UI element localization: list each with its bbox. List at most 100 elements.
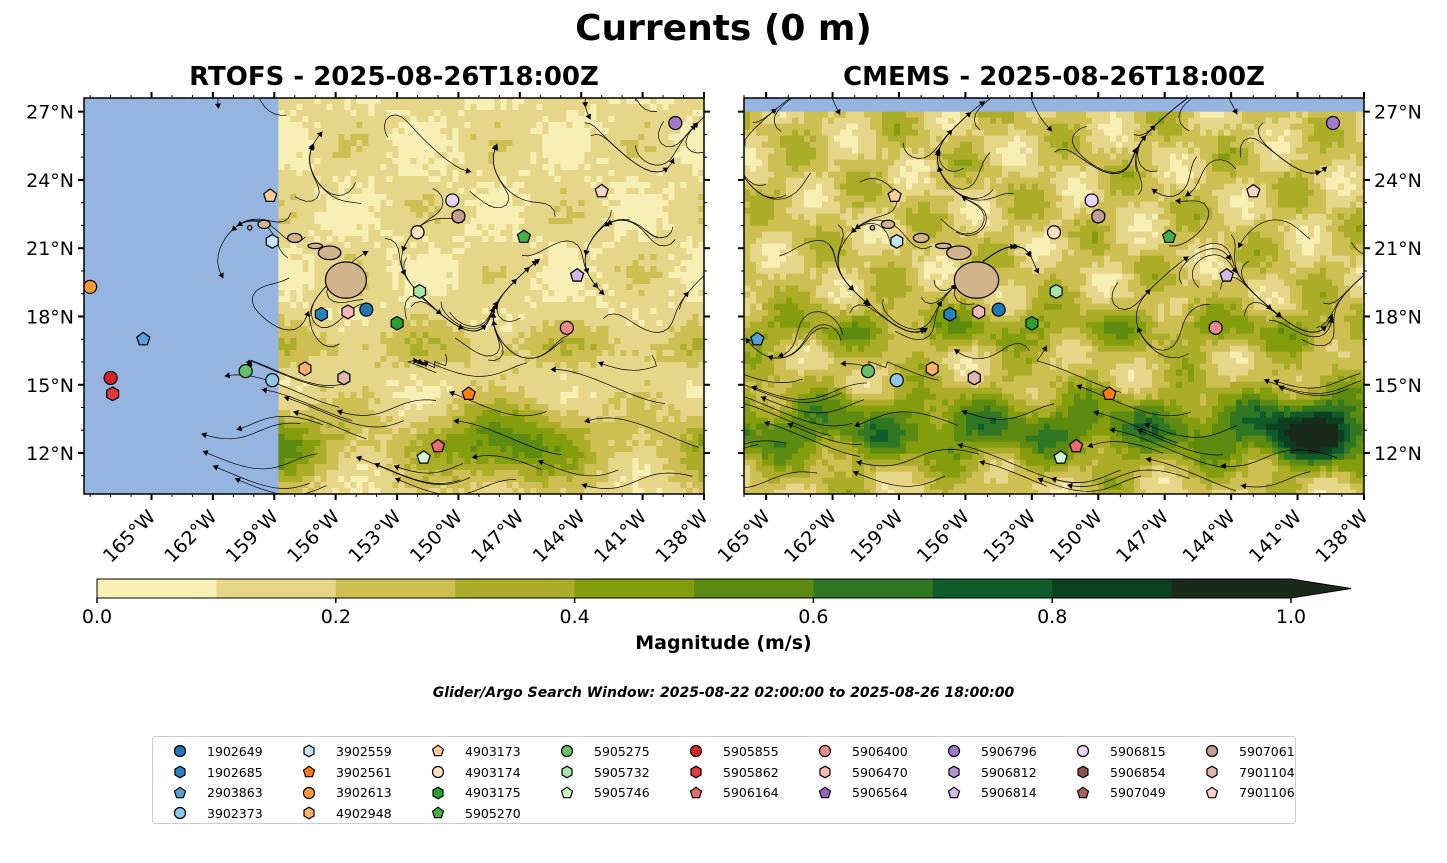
float-marker-5906470 [972,304,986,320]
legend-label: 5906564 [852,785,908,801]
legend-marker-5906564 [818,786,832,799]
legend-marker-5906164 [689,786,703,799]
float-marker-5905746 [416,450,431,464]
float-marker-1902649 [359,302,374,317]
float-legend: 1902649 1902685 2903863 3902373 3902559 39025… [152,736,1296,824]
legend-marker-4903173 [431,744,445,757]
float-marker-4902948 [925,361,939,377]
pentagon-marker-icon [818,786,832,799]
y-tick-label: 15°N [26,375,74,397]
legend-entry-3902613: 3902613 [292,782,392,803]
colorbar-tick-label: 0.2 [321,606,351,628]
x-tick-label: 138°W [651,506,712,567]
hexagon-marker-icon [303,744,315,758]
legend-column: 5906815 5906854 5907049 [1066,741,1166,803]
rtofs-map-panel: 165°W 162°W 159°W 156°W 153°W 150°W 147°W 144°W… [26,92,713,567]
colorbar-bin [97,579,217,598]
legend-column: 1902649 1902685 2903863 3902373 [163,741,263,824]
float-marker-7901104 [337,370,351,386]
x-tick-label: 150°W [1046,506,1107,567]
colorbar-bin [574,579,695,598]
float-marker-3902559 [265,233,279,249]
legend-marker-7901104 [1206,765,1218,779]
float-marker-2903863 [136,331,151,346]
pentagon-marker-icon [560,786,574,799]
legend-label: 5906796 [981,743,1037,759]
streamlines [744,98,1364,492]
legend-entry-7901106: 7901106 [1195,782,1295,803]
legend-label: 5905862 [723,764,779,780]
y-tick-label: 18°N [1374,306,1422,328]
float-marker-4903174 [410,225,425,240]
legend-label: 3902613 [336,785,392,801]
legend-entry-5906796: 5906796 [937,741,1037,762]
float-marker-4903175 [1025,315,1039,331]
float-marker-5906815 [445,193,460,208]
float-marker-3902373 [265,373,280,388]
legend-marker-5905746 [560,786,574,799]
y-tick-label: 15°N [1374,375,1422,397]
legend-marker-5906400 [818,745,832,758]
legend-label: 5906815 [1110,743,1166,759]
circle-marker-icon [173,807,187,820]
x-tick-label: 153°W [344,506,405,567]
legend-label: 4903175 [465,785,521,801]
colorbar-bin [813,579,934,598]
x-tick-label: 141°W [1245,506,1306,567]
float-marker-1902649 [991,302,1006,317]
legend-label: 7901106 [1239,785,1295,801]
colorbar-tick-label: 0.0 [82,606,112,628]
float-marker-5907061 [1091,209,1106,224]
float-marker-1902685 [943,306,957,322]
float-marker-7901104 [967,370,981,386]
float-marker-3902373 [889,373,904,388]
float-marker-4903173 [887,188,902,202]
rtofs-panel-title: RTOFS - 2025-08-26T18:00Z [189,62,599,92]
legend-label: 5907049 [1110,785,1166,801]
float-marker-4903174 [1046,225,1062,240]
legend-label: 5906814 [981,785,1037,801]
hexagon-marker-icon [1077,765,1089,779]
legend-marker-3902561 [302,765,316,778]
legend-entry-5906564: 5906564 [808,782,908,803]
x-tick-label: 165°W [99,506,160,567]
legend-column: 5906400 5906470 5906564 [808,741,908,803]
float-marker-1902685 [314,306,328,322]
legend-column: 3902559 3902561 3902613 4902948 [292,741,392,824]
float-marker-5906814 [569,267,585,282]
legend-marker-5906854 [1077,765,1089,779]
legend-label: 4903173 [465,743,521,759]
hexagon-marker-icon [690,765,702,779]
colorbar-tick-label: 1.0 [1276,606,1306,628]
float-marker-2903863 [750,331,765,346]
legend-label: 5906164 [723,785,779,801]
circle-marker-icon [689,745,703,758]
colorbar-bin [335,579,456,598]
x-tick-label: 162°W [780,506,841,567]
colorbar-label: Magnitude (m/s) [635,632,812,654]
legend-label: 5906400 [852,743,908,759]
legend-marker-7901106 [1205,786,1219,799]
x-tick-label: 159°W [846,506,907,567]
legend-marker-5905732 [561,765,573,779]
legend-entry-3902561: 3902561 [292,762,392,783]
hexagon-marker-icon [819,765,831,779]
search-window-note: Glider/Argo Search Window: 2025-08-22 02… [432,685,1015,701]
legend-marker-3902613 [302,786,316,799]
y-tick-label: 24°N [1374,170,1422,192]
float-marker-5906400 [1208,320,1223,335]
legend-marker-5906812 [948,765,960,779]
hexagon-marker-icon [174,765,186,779]
float-marker-5906164 [430,438,446,453]
pentagon-marker-icon [1076,786,1090,799]
legend-entry-5905855: 5905855 [679,741,779,762]
float-marker-3902561 [1102,386,1117,400]
legend-label: 5906854 [1110,764,1166,780]
legend-column: 5905855 5905862 5906164 [679,741,779,803]
pentagon-marker-icon [947,786,961,799]
float-marker-7901106 [1246,183,1261,198]
x-tick-label: 165°W [713,506,774,567]
legend-marker-5907049 [1076,786,1090,799]
legend-marker-4903175 [432,786,444,800]
legend-marker-4903174 [431,765,445,779]
